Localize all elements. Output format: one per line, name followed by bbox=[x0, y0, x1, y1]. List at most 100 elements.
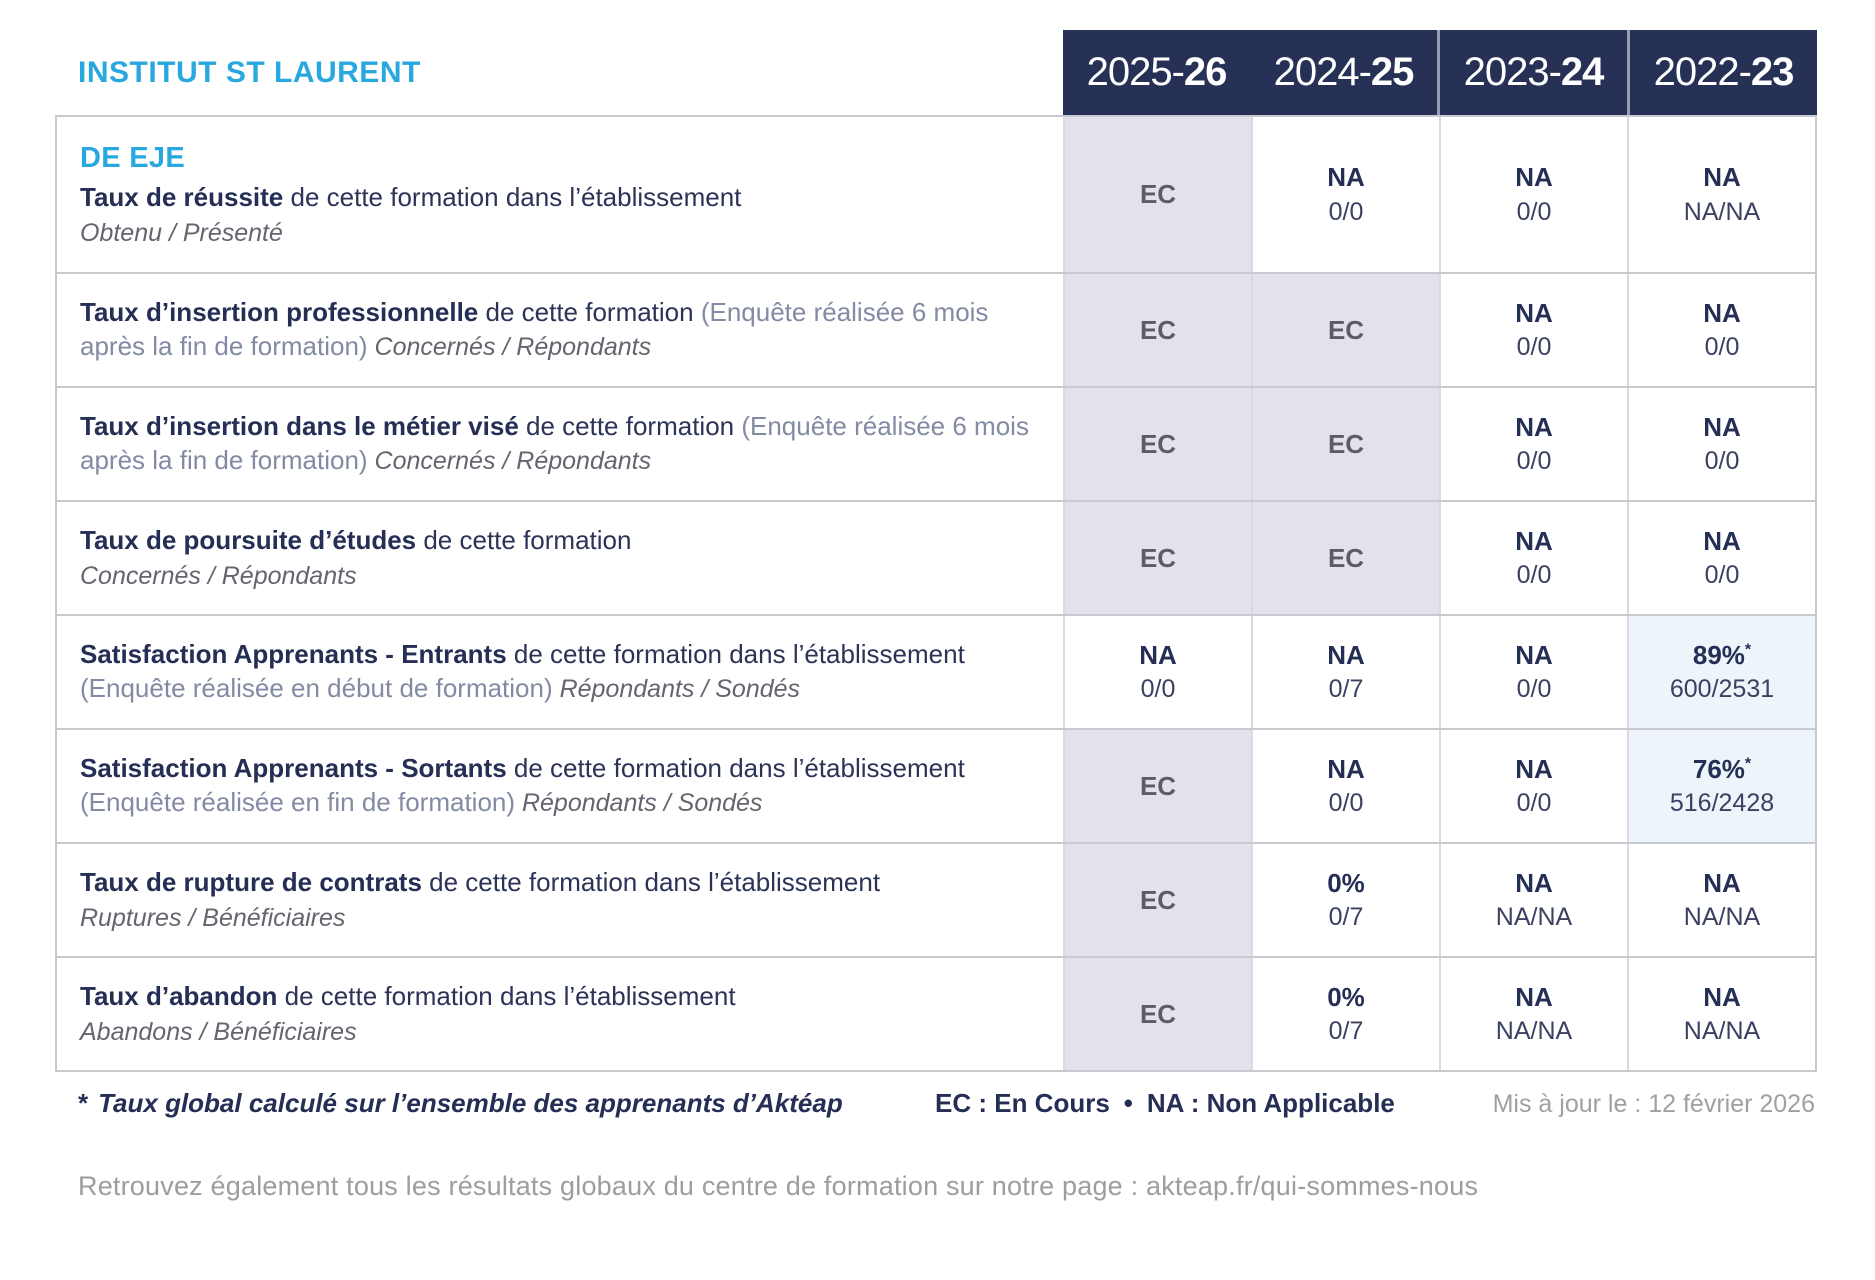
value-cell-2025-26: EC bbox=[1063, 274, 1251, 386]
value-main: EC bbox=[1139, 314, 1177, 345]
value-cell-2022-23: NA NA/NA bbox=[1627, 844, 1815, 956]
footnote-text: Taux global calculé sur l’ensemble des a… bbox=[98, 1088, 843, 1118]
value-cell-2023-24: NA NA/NA bbox=[1439, 844, 1627, 956]
metric-desc: de cette formation bbox=[478, 297, 694, 328]
metric-title: Satisfaction Apprenants - Sortants bbox=[80, 753, 507, 784]
metric-desc: de cette formation bbox=[416, 524, 632, 555]
metric-subtitle: Abandons / Bénéficiaires bbox=[80, 1017, 357, 1046]
value-main: EC bbox=[1327, 314, 1365, 345]
metric-title: Taux de réussite bbox=[80, 182, 284, 213]
value-main: EC bbox=[1139, 884, 1177, 915]
value-main: NA bbox=[1515, 639, 1553, 670]
year-header: 2023- 24 bbox=[1437, 30, 1627, 115]
value-main: EC bbox=[1139, 428, 1177, 459]
metric-title: Taux d’insertion dans le métier visé bbox=[80, 411, 519, 442]
metric-subtitle: Concernés / Répondants bbox=[80, 561, 357, 590]
year-suffix: 24 bbox=[1560, 50, 1604, 94]
row-label: Taux d’insertion dans le métier visé de … bbox=[57, 388, 1063, 500]
metric-subtitle: Concernés / Répondants bbox=[367, 447, 652, 475]
value-main: NA bbox=[1515, 162, 1553, 192]
bottom-note: Retrouvez également tous les résultats g… bbox=[78, 1171, 1479, 1201]
value-cell-2022-23: NA 0/0 bbox=[1627, 388, 1815, 500]
global-rate-footnote: * Taux global calculé sur l’ensemble des … bbox=[55, 1088, 935, 1119]
value-cell-2022-23: NA 0/0 bbox=[1627, 274, 1815, 386]
value-cell-2025-26: EC bbox=[1063, 117, 1251, 272]
asterisk-marker: * bbox=[1744, 640, 1752, 658]
value-main: NA bbox=[1327, 753, 1365, 784]
value-sub: 516/2428 bbox=[1669, 789, 1775, 817]
metric-survey-note: (Enquête réalisée 6 mois après la fin de… bbox=[80, 411, 1029, 475]
metric-title: Taux d’insertion professionnelle bbox=[80, 297, 479, 328]
metric-survey-note: (Enquête réalisée en début de formation) bbox=[80, 673, 553, 703]
value-cell-2022-23: 76%* 516/2428 bbox=[1627, 730, 1815, 842]
value-cell-2022-23: NA NA/NA bbox=[1627, 117, 1815, 272]
value-cell-2022-23: NA 0/0 bbox=[1627, 502, 1815, 614]
value-cell-2024-25: 0% 0/7 bbox=[1251, 844, 1439, 956]
value-sub: 0/0 bbox=[1516, 675, 1552, 703]
row-description: Taux d’insertion professionnelle de cett… bbox=[80, 296, 1033, 364]
value-main: NA bbox=[1327, 639, 1365, 670]
value-sub: 0/0 bbox=[1516, 333, 1552, 361]
row-description: Taux d’insertion dans le métier visé de … bbox=[80, 410, 1033, 478]
abbreviation-legend: EC : En Cours • NA : Non Applicable bbox=[935, 1088, 1493, 1119]
table-row: Satisfaction Apprenants - Sortants de ce… bbox=[57, 728, 1815, 842]
value-main: NA bbox=[1703, 411, 1741, 442]
value-sub: 0/7 bbox=[1328, 903, 1364, 931]
value-cell-2022-23: NA NA/NA bbox=[1627, 958, 1815, 1070]
value-sub: NA/NA bbox=[1683, 903, 1761, 931]
value-cell-2023-24: NA 0/0 bbox=[1439, 616, 1627, 728]
value-main: NA bbox=[1515, 753, 1553, 784]
value-main: EC bbox=[1139, 998, 1177, 1029]
value-sub: 0/0 bbox=[1516, 447, 1552, 475]
value-main: NA bbox=[1703, 867, 1741, 898]
table-row: Taux d’insertion dans le métier visé de … bbox=[57, 386, 1815, 500]
year-prefix: 2022- bbox=[1653, 50, 1752, 94]
value-cell-2024-25: NA 0/0 bbox=[1251, 730, 1439, 842]
metric-survey-note: (Enquête réalisée 6 mois après la fin de… bbox=[80, 297, 989, 361]
row-description: Satisfaction Apprenants - Sortants de ce… bbox=[80, 752, 1033, 820]
value-sub: 0/0 bbox=[1328, 197, 1364, 226]
value-sub: 0/0 bbox=[1704, 333, 1740, 361]
row-label: Taux de rupture de contrats de cette for… bbox=[57, 844, 1063, 956]
value-sub: 0/0 bbox=[1328, 789, 1364, 817]
value-cell-2022-23: 89%* 600/2531 bbox=[1627, 616, 1815, 728]
value-cell-2024-25: EC bbox=[1251, 274, 1439, 386]
metric-subtitle: Concernés / Répondants bbox=[367, 333, 652, 361]
table-row: Taux de rupture de contrats de cette for… bbox=[57, 842, 1815, 956]
value-cell-2024-25: EC bbox=[1251, 502, 1439, 614]
table-row: Taux d’insertion professionnelle de cett… bbox=[57, 272, 1815, 386]
metric-desc: de cette formation dans l’établissement bbox=[283, 182, 742, 213]
value-main: NA bbox=[1703, 525, 1741, 556]
value-main: EC bbox=[1327, 542, 1365, 573]
value-cell-2024-25: NA 0/7 bbox=[1251, 616, 1439, 728]
metric-desc: de cette formation bbox=[518, 411, 735, 442]
value-sub: 0/0 bbox=[1516, 197, 1552, 226]
metric-subtitle: Répondants / Sondés bbox=[552, 675, 801, 703]
year-suffix: 23 bbox=[1750, 50, 1794, 94]
footer: * Taux global calculé sur l’ensemble des … bbox=[55, 1088, 1817, 1119]
value-main: NA bbox=[1515, 867, 1553, 898]
value-sub: NA/NA bbox=[1495, 903, 1573, 931]
year-prefix: 2024- bbox=[1273, 50, 1372, 94]
value-sub: 0/0 bbox=[1704, 561, 1740, 589]
table-row: Satisfaction Apprenants - Entrants de ce… bbox=[57, 614, 1815, 728]
year-header: 2022- 23 bbox=[1627, 30, 1817, 115]
row-label: Taux de poursuite d’études de cette form… bbox=[57, 502, 1063, 614]
metric-desc: de cette formation dans l’établissement bbox=[277, 980, 736, 1011]
metric-title: Taux d’abandon bbox=[80, 980, 278, 1011]
row-description: Taux de réussite de cette formation dans… bbox=[80, 181, 1033, 215]
value-main: 76%* bbox=[1692, 753, 1752, 784]
value-cell-2024-25: 0% 0/7 bbox=[1251, 958, 1439, 1070]
value-main: 89%* bbox=[1692, 639, 1752, 670]
value-sub: 600/2531 bbox=[1669, 675, 1775, 703]
value-cell-2023-24: NA NA/NA bbox=[1439, 958, 1627, 1070]
value-main: NA bbox=[1703, 162, 1741, 192]
metric-subtitle: Répondants / Sondés bbox=[515, 789, 763, 817]
row-label: Satisfaction Apprenants - Entrants de ce… bbox=[57, 616, 1063, 728]
value-main: NA bbox=[1139, 639, 1177, 670]
table-row: Taux d’abandon de cette formation dans l… bbox=[57, 956, 1815, 1070]
row-label: DE EJE Taux de réussite de cette formatio… bbox=[57, 117, 1063, 272]
year-header: 2024- 25 bbox=[1250, 30, 1437, 115]
value-main: EC bbox=[1139, 770, 1177, 801]
year-prefix: 2025- bbox=[1086, 50, 1185, 94]
